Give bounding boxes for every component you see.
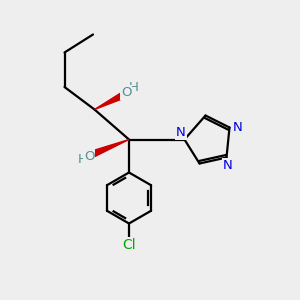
Text: N: N — [233, 121, 243, 134]
Polygon shape — [90, 140, 129, 158]
Text: Cl: Cl — [122, 238, 136, 252]
Text: N: N — [223, 159, 233, 172]
Text: O: O — [121, 85, 131, 99]
Text: H: H — [129, 81, 139, 94]
Text: N: N — [176, 126, 186, 140]
Text: O: O — [84, 149, 94, 163]
Polygon shape — [94, 92, 126, 110]
Text: H: H — [78, 152, 88, 166]
